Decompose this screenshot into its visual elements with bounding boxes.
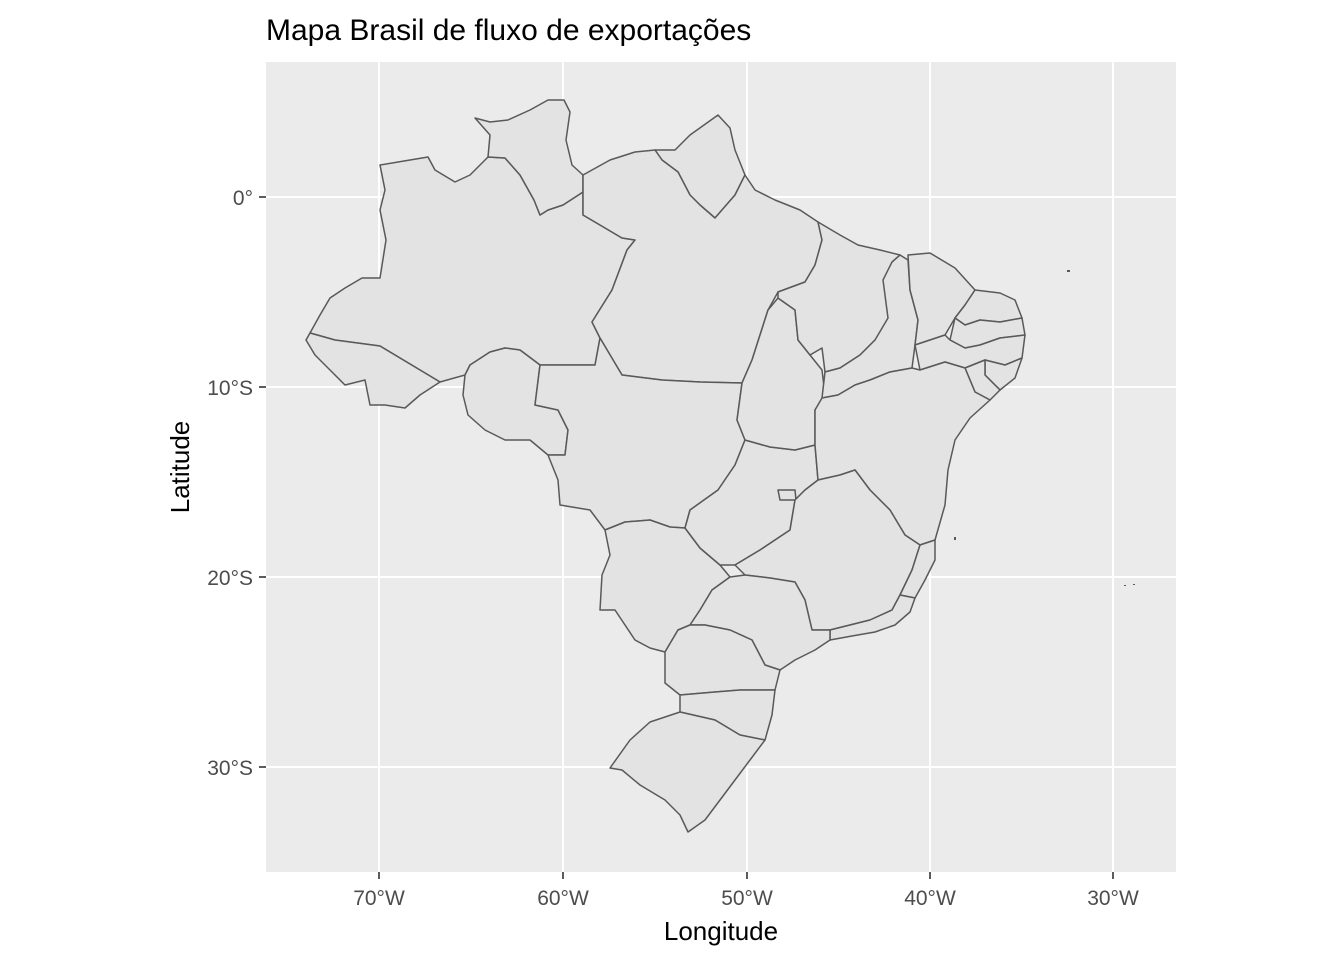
y-tick-label: 30°S	[207, 757, 253, 780]
x-tick-label: 40°W	[904, 887, 956, 910]
y-tick-label: 10°S	[207, 377, 253, 400]
island-trindade	[1124, 585, 1126, 586]
y-axis: 0° 10°S 20°S 30°S Latitude	[165, 187, 266, 780]
y-axis-title: Latitude	[165, 421, 195, 514]
state-rio-de-janeiro	[829, 594, 916, 641]
x-tick-label: 60°W	[537, 887, 589, 910]
island-martim-vaz	[1133, 584, 1135, 585]
x-tick-label: 50°W	[721, 887, 773, 910]
chart-title: Mapa Brasil de fluxo de exportações	[266, 14, 751, 47]
island-atol-das-rocas	[954, 537, 956, 540]
state-tocantins	[736, 297, 826, 451]
x-axis: 70°W 60°W 50°W 40°W 30°W Longitude	[353, 872, 1139, 946]
state-acre	[305, 332, 441, 409]
x-tick-label: 70°W	[353, 887, 405, 910]
state-espirito-santo	[899, 539, 936, 599]
y-tick-label: 0°	[233, 187, 253, 210]
offshore-islands	[954, 270, 1135, 586]
y-tick-label: 20°S	[207, 567, 253, 590]
x-tick-label: 30°W	[1087, 887, 1139, 910]
island-fernando-de-noronha	[1067, 270, 1070, 272]
state-ceara	[907, 252, 976, 346]
brazil-states	[305, 99, 1026, 833]
state-rio-grande-do-sul	[609, 711, 766, 833]
x-axis-title: Longitude	[664, 916, 778, 946]
